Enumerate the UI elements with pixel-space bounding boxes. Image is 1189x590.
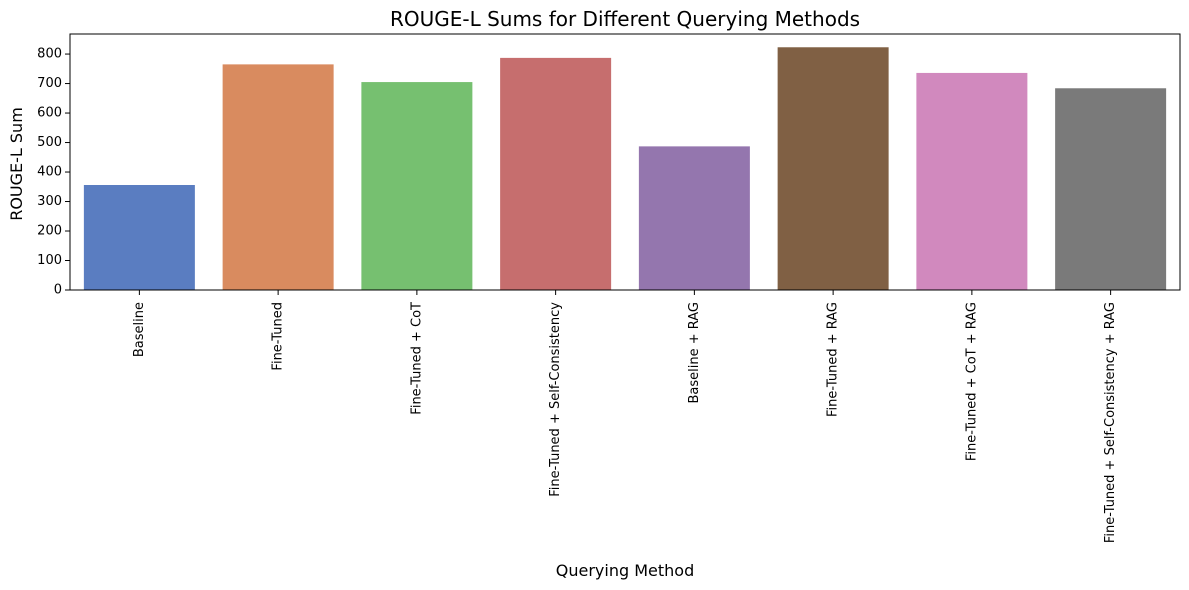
x-tick-label-2: Fine-Tuned	[271, 302, 286, 371]
y-tick-label-200: 200	[37, 224, 62, 239]
x-tick-label-4: Fine-Tuned + Self-Consistency	[548, 302, 563, 497]
x-tick-label-7: Fine-Tuned + CoT + RAG	[964, 302, 979, 461]
ticks-layer: Baseline Fine-Tuned Fine-Tuned + CoT Fine-T…	[37, 47, 1118, 544]
bar-5	[638, 146, 750, 290]
y-axis-label: ROUGE-L Sum	[7, 107, 26, 221]
y-tick-label-800: 800	[37, 47, 62, 62]
y-tick-label-500: 500	[37, 135, 62, 150]
x-tick-label-3: Fine-Tuned + CoT	[409, 302, 424, 415]
x-tick-label-6: Fine-Tuned + RAG	[826, 302, 841, 417]
bar-7	[916, 72, 1028, 290]
chart-title: ROUGE-L Sums for Different Querying Meth…	[390, 7, 860, 31]
x-tick-label-8: Fine-Tuned + Self-Consistency + RAG	[1103, 302, 1118, 543]
plot-frame	[69, 33, 1181, 291]
bar-4	[500, 57, 612, 290]
y-tick-label-600: 600	[37, 106, 62, 121]
bar-2	[222, 64, 334, 290]
y-tick-label-300: 300	[37, 194, 62, 209]
y-tick-label-100: 100	[37, 253, 62, 268]
x-tick-label-5: Baseline + RAG	[687, 302, 702, 404]
bar-6	[777, 47, 889, 291]
y-tick-label-0: 0	[54, 283, 62, 298]
x-tick-label-1: Baseline	[132, 302, 147, 357]
y-tick-label-400: 400	[37, 165, 62, 180]
bar-3	[361, 82, 473, 290]
bars-layer	[83, 47, 1167, 291]
bar-8	[1055, 88, 1167, 291]
x-axis-label: Querying Method	[556, 561, 694, 580]
y-tick-label-700: 700	[37, 76, 62, 91]
bar-1	[83, 185, 195, 290]
